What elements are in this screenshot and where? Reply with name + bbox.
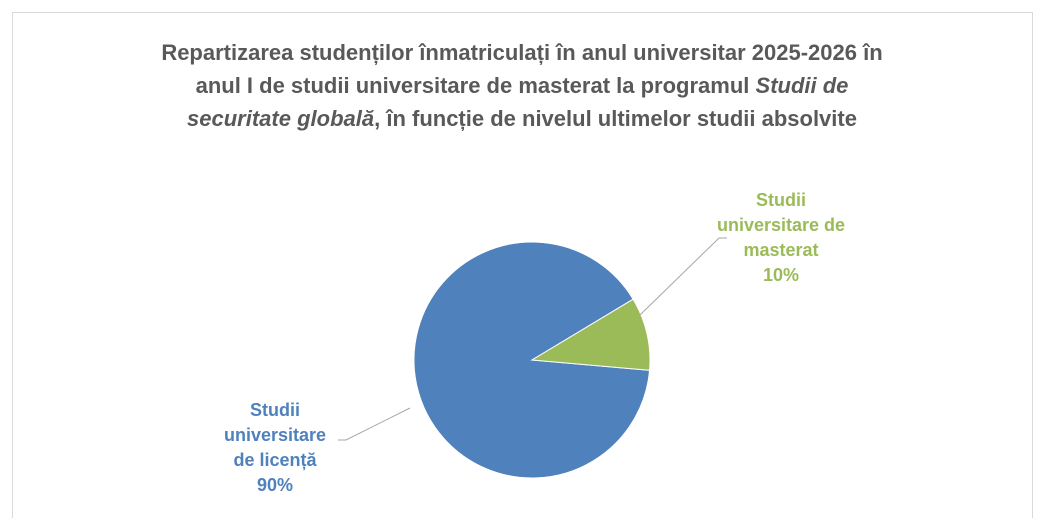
- label-value: 10%: [762, 265, 800, 285]
- title-part: Repartizarea studenților înmatriculați î…: [161, 40, 883, 98]
- label-value: 90%: [256, 475, 294, 495]
- chart-border: [12, 12, 1033, 518]
- chart-title: Repartizarea studenților înmatriculați î…: [142, 36, 902, 135]
- title-part: , în funcție de nivelul ultimelor studii…: [374, 106, 857, 131]
- leader-line: [639, 237, 727, 316]
- leader-line: [338, 407, 411, 441]
- title-part: Studii de securitate globală: [187, 73, 849, 131]
- data-label: Studii universitare de licență 90%: [215, 398, 335, 498]
- data-label: Studii universitare de masterat 10%: [715, 188, 847, 288]
- pie-slice: [530, 298, 651, 371]
- label-category: Studii universitare de licență: [223, 400, 327, 470]
- label-category: Studii universitare de masterat: [716, 190, 846, 260]
